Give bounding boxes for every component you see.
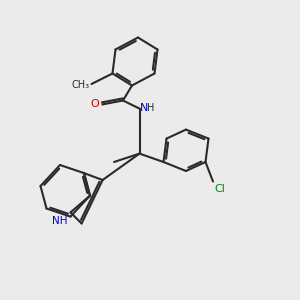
Text: N: N (140, 103, 148, 113)
Text: O: O (90, 99, 99, 109)
Text: CH₃: CH₃ (72, 80, 90, 91)
Text: Cl: Cl (214, 184, 225, 194)
Text: H: H (147, 103, 154, 113)
Text: NH: NH (52, 216, 68, 226)
